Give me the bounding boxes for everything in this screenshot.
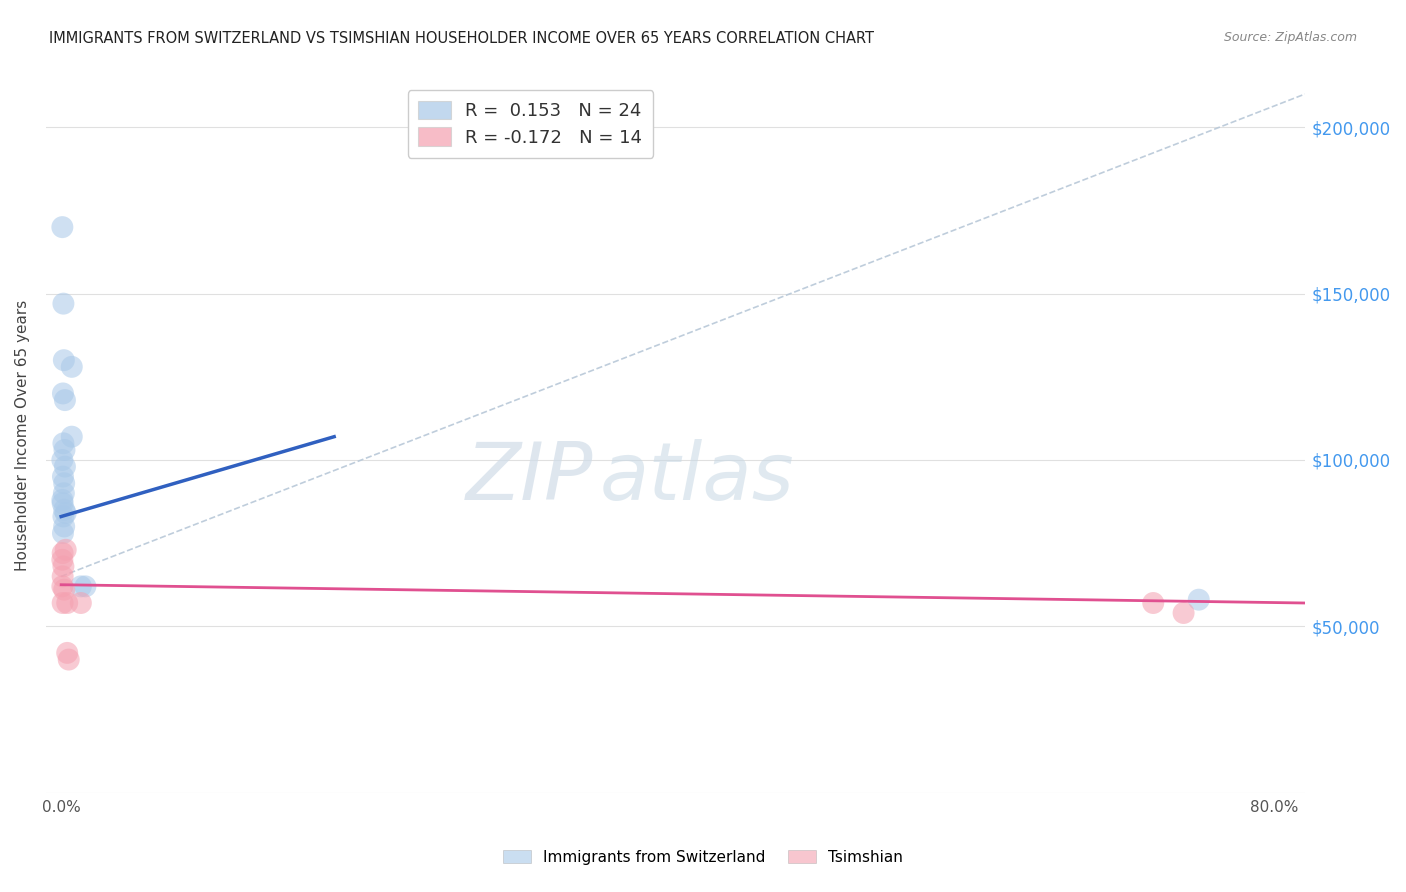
Point — [52, 596, 75, 610]
Point — [53, 442, 76, 457]
Point — [58, 652, 80, 666]
Legend: R =  0.153   N = 24, R = -0.172   N = 14: R = 0.153 N = 24, R = -0.172 N = 14 — [408, 90, 654, 158]
Point — [52, 496, 75, 510]
Point — [52, 546, 75, 560]
Point — [1188, 592, 1211, 607]
Point — [53, 503, 76, 517]
Point — [53, 393, 76, 408]
Text: Source: ZipAtlas.com: Source: ZipAtlas.com — [1223, 31, 1357, 45]
Legend: Immigrants from Switzerland, Tsimshian: Immigrants from Switzerland, Tsimshian — [498, 844, 908, 871]
Point — [55, 542, 77, 557]
Point — [52, 353, 75, 368]
Point — [52, 486, 75, 500]
Point — [1142, 596, 1164, 610]
Point — [75, 579, 97, 593]
Point — [51, 220, 73, 235]
Point — [52, 469, 75, 483]
Point — [52, 296, 75, 310]
Text: IMMIGRANTS FROM SWITZERLAND VS TSIMSHIAN HOUSEHOLDER INCOME OVER 65 YEARS CORREL: IMMIGRANTS FROM SWITZERLAND VS TSIMSHIAN… — [49, 31, 875, 46]
Text: atlas: atlas — [600, 439, 794, 517]
Point — [60, 359, 83, 374]
Point — [56, 596, 79, 610]
Point — [52, 526, 75, 541]
Point — [51, 492, 73, 507]
Point — [51, 579, 73, 593]
Point — [52, 509, 75, 524]
Point — [52, 559, 75, 574]
Point — [56, 646, 79, 660]
Point — [52, 436, 75, 450]
Point — [53, 519, 76, 533]
Point — [60, 430, 83, 444]
Text: ZIP: ZIP — [467, 439, 593, 517]
Point — [51, 453, 73, 467]
Point — [70, 596, 93, 610]
Point — [52, 569, 75, 583]
Point — [53, 476, 76, 491]
Point — [53, 459, 76, 474]
Point — [51, 553, 73, 567]
Point — [70, 579, 93, 593]
Point — [1173, 606, 1195, 620]
Y-axis label: Householder Income Over 65 years: Householder Income Over 65 years — [15, 300, 30, 571]
Point — [52, 386, 75, 401]
Point — [55, 506, 77, 520]
Point — [53, 582, 76, 597]
